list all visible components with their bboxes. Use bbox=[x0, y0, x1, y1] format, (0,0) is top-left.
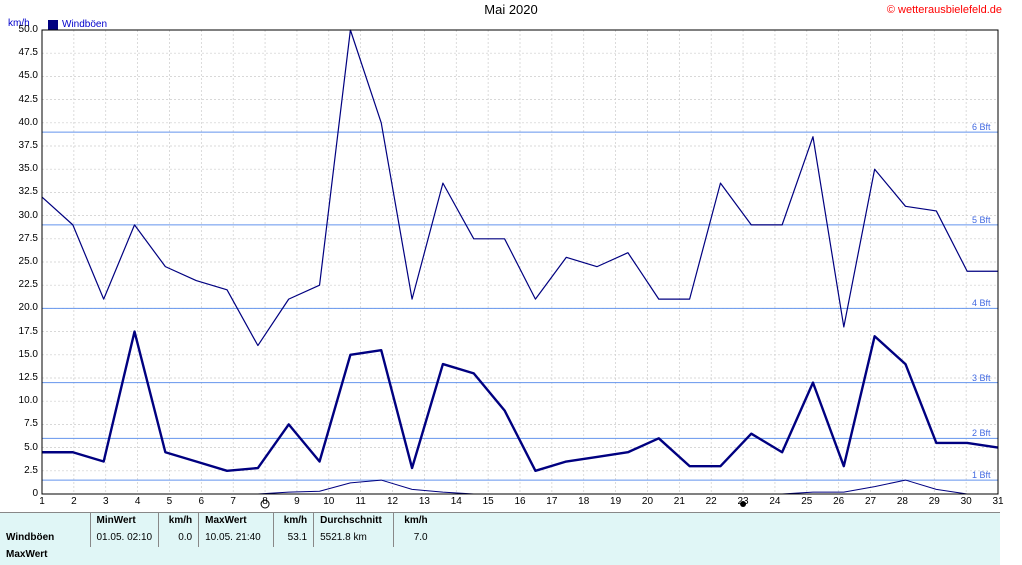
x-tick-label: 15 bbox=[483, 496, 494, 507]
x-tick-label: 25 bbox=[801, 496, 812, 507]
x-tick-label: 24 bbox=[769, 496, 780, 507]
stats-header-avg-unit: km/h bbox=[404, 515, 427, 526]
x-tick-label: 3 bbox=[103, 496, 109, 507]
x-tick-label: 26 bbox=[833, 496, 844, 507]
stats-min-val: 0.0 bbox=[159, 530, 199, 547]
x-tick-label: 21 bbox=[674, 496, 685, 507]
stats-row-label: Windböen bbox=[6, 532, 54, 543]
stats-header-avg: Durchschnitt bbox=[320, 515, 382, 526]
x-tick-label: 10 bbox=[323, 496, 334, 507]
stats-row-windboen: Windböen 01.05. 02:10 0.0 10.05. 21:40 5… bbox=[0, 530, 1000, 547]
stats-max-val: 53.1 bbox=[274, 530, 314, 547]
y-tick-label: 5.0 bbox=[24, 442, 38, 453]
stats-header-maxwert: MaxWert bbox=[205, 515, 247, 526]
stats-header-minwert: MinWert bbox=[97, 515, 136, 526]
y-tick-label: 12.5 bbox=[19, 372, 38, 383]
chart-container: Mai 2020 © wetterausbielefeld.de km/h Wi… bbox=[0, 0, 1022, 565]
y-tick-label: 47.5 bbox=[19, 47, 38, 58]
y-tick-label: 32.5 bbox=[19, 186, 38, 197]
y-tick-label: 40.0 bbox=[19, 117, 38, 128]
y-tick-label: 0 bbox=[32, 488, 38, 499]
x-tick-label: 1 bbox=[39, 496, 45, 507]
y-tick-label: 42.5 bbox=[19, 94, 38, 105]
y-tick-label: 35.0 bbox=[19, 163, 38, 174]
y-tick-label: 10.0 bbox=[19, 395, 38, 406]
x-tick-label: 20 bbox=[642, 496, 653, 507]
stats-table: MinWert km/h MaxWert km/h Durchschnitt k… bbox=[0, 512, 1000, 565]
x-tick-label: 18 bbox=[578, 496, 589, 507]
x-tick-label: 16 bbox=[514, 496, 525, 507]
y-tick-label: 20.0 bbox=[19, 302, 38, 313]
x-tick-label: 31 bbox=[992, 496, 1003, 507]
bft-label: 6 Bft bbox=[972, 122, 991, 132]
x-tick-label: 28 bbox=[897, 496, 908, 507]
x-tick-label: 19 bbox=[610, 496, 621, 507]
x-tick-label: 23 bbox=[738, 496, 749, 507]
y-tick-label: 25.0 bbox=[19, 256, 38, 267]
stats-max-date: 10.05. 21:40 bbox=[199, 530, 274, 547]
y-tick-label: 45.0 bbox=[19, 70, 38, 81]
stats-avg-extra: 5521.8 km bbox=[314, 530, 394, 547]
bft-label: 4 Bft bbox=[972, 298, 991, 308]
x-tick-label: 30 bbox=[961, 496, 972, 507]
bft-label: 1 Bft bbox=[972, 470, 991, 480]
y-tick-label: 17.5 bbox=[19, 326, 38, 337]
bft-label: 2 Bft bbox=[972, 428, 991, 438]
x-tick-label: 2 bbox=[71, 496, 77, 507]
bft-label: 3 Bft bbox=[972, 373, 991, 383]
stats-row-maxwert: MaxWert bbox=[0, 547, 1000, 564]
x-tick-label: 14 bbox=[451, 496, 462, 507]
x-tick-label: 22 bbox=[706, 496, 717, 507]
x-tick-label: 11 bbox=[355, 496, 365, 507]
x-tick-label: 6 bbox=[199, 496, 205, 507]
stats-min-date: 01.05. 02:10 bbox=[90, 530, 159, 547]
x-tick-label: 13 bbox=[419, 496, 430, 507]
y-tick-label: 50.0 bbox=[19, 24, 38, 35]
x-tick-label: 29 bbox=[929, 496, 940, 507]
y-tick-label: 27.5 bbox=[19, 233, 38, 244]
x-tick-label: 12 bbox=[387, 496, 398, 507]
y-tick-label: 30.0 bbox=[19, 210, 38, 221]
y-tick-label: 22.5 bbox=[19, 279, 38, 290]
x-tick-label: 7 bbox=[230, 496, 236, 507]
stats-header-row: MinWert km/h MaxWert km/h Durchschnitt k… bbox=[0, 513, 1000, 530]
x-tick-label: 5 bbox=[167, 496, 173, 507]
y-tick-label: 37.5 bbox=[19, 140, 38, 151]
x-tick-label: 8 bbox=[262, 496, 268, 507]
x-tick-label: 4 bbox=[135, 496, 141, 507]
stats-header-min-unit: km/h bbox=[169, 515, 192, 526]
x-tick-label: 17 bbox=[546, 496, 557, 507]
stats-avg-val: 7.0 bbox=[394, 530, 434, 547]
y-tick-label: 2.5 bbox=[24, 465, 38, 476]
x-tick-label: 9 bbox=[294, 496, 300, 507]
chart-svg bbox=[0, 0, 1022, 512]
x-tick-label: 27 bbox=[865, 496, 876, 507]
y-tick-label: 7.5 bbox=[24, 418, 38, 429]
stats-row2-label: MaxWert bbox=[6, 549, 48, 560]
y-tick-label: 15.0 bbox=[19, 349, 38, 360]
stats-header-max-unit: km/h bbox=[284, 515, 307, 526]
bft-label: 5 Bft bbox=[972, 215, 991, 225]
